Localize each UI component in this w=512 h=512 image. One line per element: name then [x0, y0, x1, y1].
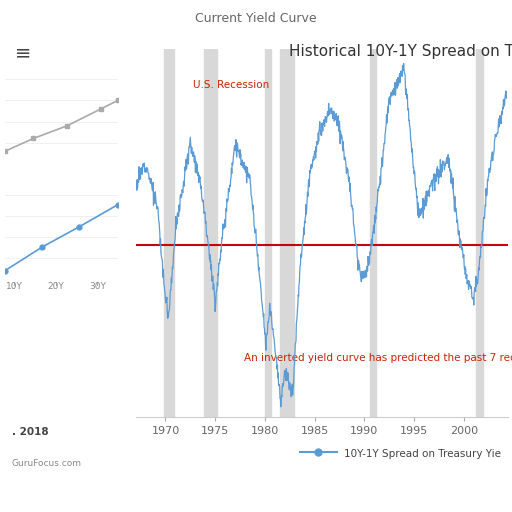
Text: 30Y: 30Y [89, 282, 106, 291]
Bar [163, 49, 175, 417]
Bar [204, 49, 217, 417]
Bar [280, 49, 294, 417]
Text: U.S. Recession: U.S. Recession [194, 80, 270, 90]
Text: An inverted yield curve has predicted the past 7 rec: An inverted yield curve has predicted th… [244, 353, 512, 363]
Text: 10Y-1Y Spread on Treasury Yie: 10Y-1Y Spread on Treasury Yie [345, 449, 501, 459]
Text: 20Y: 20Y [48, 282, 64, 291]
Bar [370, 49, 376, 417]
Text: ≡: ≡ [15, 43, 31, 62]
Bar [265, 49, 271, 417]
Text: Current Yield Curve: Current Yield Curve [195, 12, 317, 25]
Text: GuruFocus.com: GuruFocus.com [11, 459, 81, 468]
Text: Historical 10Y-1Y Spread on Trea: Historical 10Y-1Y Spread on Trea [289, 44, 512, 59]
Text: 10Y: 10Y [6, 282, 23, 291]
Text: . 2018: . 2018 [11, 427, 48, 437]
Bar [476, 49, 483, 417]
